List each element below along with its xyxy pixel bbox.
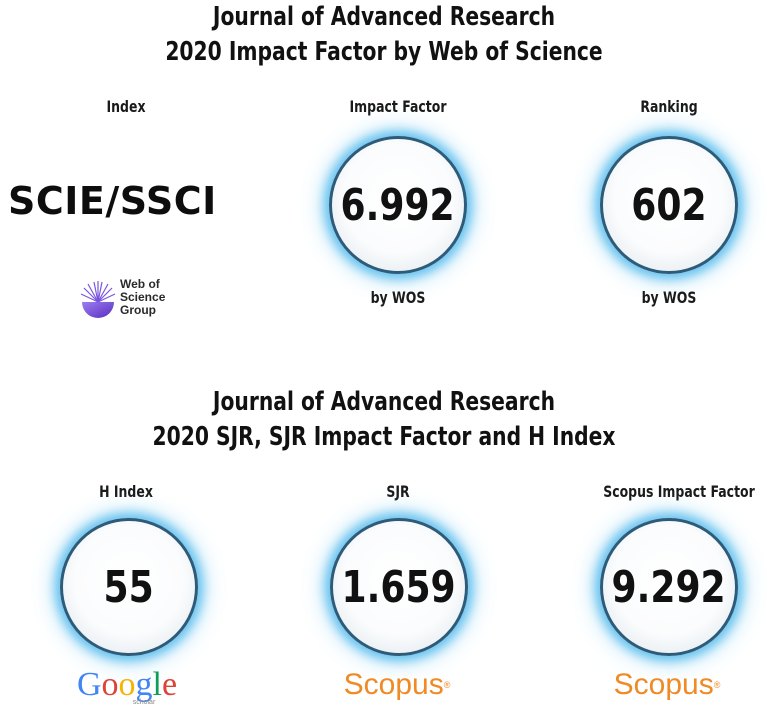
section2-title-line1: Journal of Advanced Research [212, 387, 556, 417]
scopus-impact-factor-circle: 9.292 [600, 518, 738, 656]
scopus-impact-factor-value: 9.292 [611, 561, 727, 613]
scopus-impact-factor-label: Scopus Impact Factor [603, 482, 755, 501]
wos-logo-line3: Group [120, 303, 156, 317]
impact-factor-caption: by WOS [370, 288, 426, 307]
registered-mark-icon: ® [443, 680, 451, 690]
web-of-science-logo: Web of Science Group [78, 276, 188, 320]
impact-factor-value: 6.992 [340, 179, 456, 231]
scopus-logo-impact-factor-text: Scopus [613, 668, 714, 701]
scopus-logo-sjr: Scopus® [337, 670, 457, 700]
sjr-value: 1.659 [341, 561, 457, 613]
wos-logo-line1: Web of [120, 277, 160, 291]
web-of-science-logo-text: Web of Science Group [120, 278, 165, 317]
section2-title-line2: 2020 SJR, SJR Impact Factor and H Index [152, 422, 616, 452]
impact-factor-label: Impact Factor [349, 97, 447, 116]
index-label: Index [106, 97, 146, 116]
ranking-label: Ranking [640, 97, 698, 116]
section1-title-line1: Journal of Advanced Research [212, 2, 556, 32]
sjr-label: SJR [386, 482, 410, 501]
h-index-label: H Index [99, 482, 153, 501]
wos-logo-line2: Science [120, 290, 166, 304]
google-scholar-logo: Google [67, 668, 187, 702]
google-scholar-subtext: scholar [132, 699, 156, 706]
h-index-value: 55 [103, 561, 155, 613]
index-value: SCIE/SSCI [8, 179, 217, 223]
scopus-logo-impact-factor: Scopus® [607, 670, 727, 700]
ranking-circle: 602 [600, 136, 738, 274]
impact-factor-circle: 6.992 [329, 136, 467, 274]
h-index-circle: 55 [60, 518, 198, 656]
web-of-science-sphere-icon [80, 281, 116, 318]
ranking-value: 602 [631, 179, 707, 231]
ranking-caption: by WOS [641, 288, 697, 307]
google-logo-text: Google [76, 666, 178, 703]
scopus-logo-sjr-text: Scopus [343, 668, 444, 701]
registered-mark-icon: ® [713, 680, 721, 690]
sjr-circle: 1.659 [330, 518, 468, 656]
section1-title-line2: 2020 Impact Factor by Web of Science [165, 37, 603, 67]
